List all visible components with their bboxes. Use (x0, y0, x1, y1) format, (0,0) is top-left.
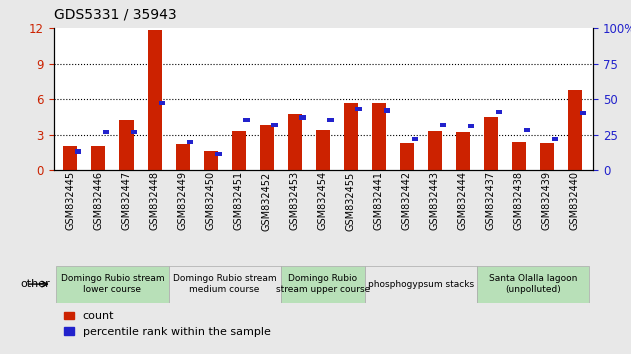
Bar (103, 130, 109, 134)
Bar (131, 130, 138, 134)
Bar (271, 122, 278, 127)
Bar (512, 142, 526, 170)
Bar (400, 143, 414, 170)
Bar (75, 149, 81, 154)
Bar (281, 266, 365, 303)
Bar (580, 111, 586, 115)
Bar (327, 118, 334, 122)
Bar (259, 125, 274, 170)
Bar (91, 146, 105, 170)
Text: GDS5331 / 35943: GDS5331 / 35943 (54, 7, 176, 21)
Bar (119, 120, 134, 170)
Bar (187, 139, 194, 144)
Bar (355, 107, 362, 111)
Text: phosphogypsum stacks: phosphogypsum stacks (368, 280, 474, 289)
Bar (175, 144, 189, 170)
Bar (168, 266, 281, 303)
Text: Domingo Rubio stream
lower course: Domingo Rubio stream lower course (61, 274, 164, 294)
Text: Domingo Rubio
stream upper course: Domingo Rubio stream upper course (276, 274, 370, 294)
Text: Domingo Rubio stream
medium course: Domingo Rubio stream medium course (173, 274, 276, 294)
Bar (540, 143, 554, 170)
Text: Santa Olalla lagoon
(unpolluted): Santa Olalla lagoon (unpolluted) (488, 274, 577, 294)
Bar (477, 266, 589, 303)
Bar (411, 137, 418, 141)
Bar (204, 151, 218, 170)
Bar (440, 122, 445, 127)
Bar (288, 114, 302, 170)
Bar (384, 108, 390, 113)
Bar (159, 101, 165, 105)
Bar (524, 128, 530, 132)
Bar (372, 103, 386, 170)
Bar (244, 118, 249, 122)
Bar (215, 152, 221, 156)
Bar (428, 131, 442, 170)
Bar (468, 124, 474, 128)
Bar (56, 266, 168, 303)
Bar (456, 132, 470, 170)
Text: other: other (21, 279, 50, 289)
Bar (300, 115, 305, 120)
Bar (148, 29, 162, 170)
Bar (344, 103, 358, 170)
Legend: count, percentile rank within the sample: count, percentile rank within the sample (59, 307, 275, 341)
Bar (495, 110, 502, 114)
Bar (568, 90, 582, 170)
Bar (365, 266, 477, 303)
Bar (316, 130, 329, 170)
Bar (232, 131, 245, 170)
Bar (484, 117, 498, 170)
Bar (64, 146, 78, 170)
Bar (551, 137, 558, 141)
